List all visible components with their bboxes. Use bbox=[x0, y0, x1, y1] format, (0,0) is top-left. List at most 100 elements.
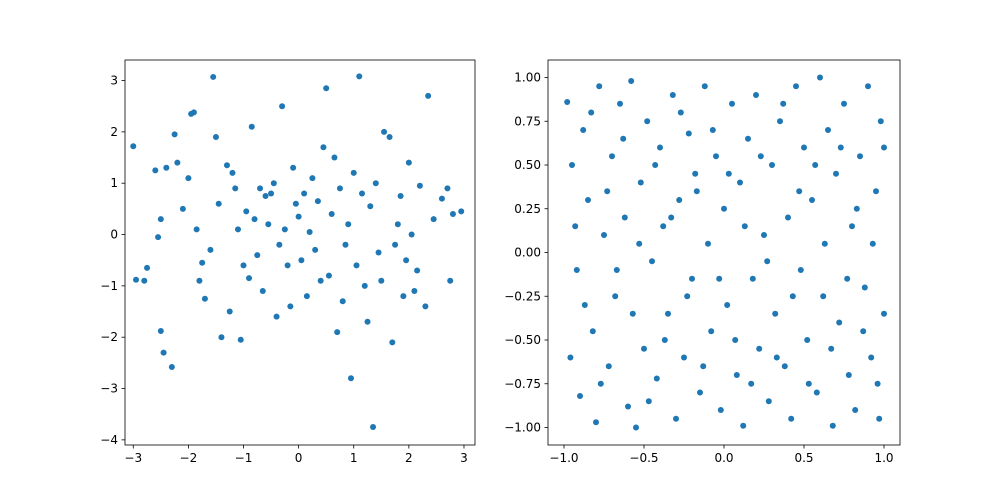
data-point bbox=[386, 134, 393, 140]
data-point bbox=[769, 162, 775, 168]
data-point bbox=[829, 422, 836, 429]
data-point bbox=[144, 264, 151, 271]
data-point bbox=[629, 310, 636, 317]
data-point bbox=[207, 246, 214, 253]
data-point bbox=[593, 419, 599, 426]
data-point bbox=[801, 144, 807, 151]
data-point bbox=[673, 415, 679, 422]
data-point bbox=[733, 372, 740, 378]
data-point bbox=[825, 127, 831, 133]
data-point bbox=[613, 267, 620, 273]
data-point bbox=[684, 293, 691, 300]
scatter-chart-normal: −3 −2 −1 0 1 2 3 −4 −3 −2 −1 0 1 2 3 bbox=[100, 59, 476, 465]
data-point bbox=[185, 175, 192, 182]
data-point bbox=[817, 74, 823, 81]
data-point bbox=[717, 407, 724, 413]
data-point bbox=[764, 258, 771, 265]
data-point bbox=[617, 100, 623, 107]
x-tick-label: 2 bbox=[405, 451, 413, 465]
data-point bbox=[820, 293, 827, 300]
data-point bbox=[697, 389, 703, 396]
data-point bbox=[685, 130, 692, 137]
data-point bbox=[372, 180, 379, 187]
data-point bbox=[596, 83, 603, 90]
data-point bbox=[765, 398, 772, 405]
data-point bbox=[661, 337, 668, 343]
data-point bbox=[190, 109, 197, 116]
data-point bbox=[876, 415, 883, 422]
data-point bbox=[713, 153, 719, 160]
data-point bbox=[860, 328, 867, 335]
data-point bbox=[677, 109, 684, 116]
data-point bbox=[633, 424, 639, 431]
data-point bbox=[240, 262, 247, 269]
data-point bbox=[251, 216, 258, 223]
data-point bbox=[708, 328, 715, 335]
scatter-chart-uniform: −1.0 −0.5 0.0 0.5 1.0 −1.00 −0.75 −0.50 −0.25 0.0… bbox=[504, 59, 901, 465]
data-point bbox=[581, 302, 588, 308]
data-point bbox=[270, 180, 277, 187]
data-point bbox=[841, 100, 847, 107]
data-point bbox=[370, 424, 377, 431]
y-tick-label: 0.75 bbox=[514, 114, 541, 128]
data-point bbox=[745, 135, 751, 142]
data-point bbox=[353, 262, 360, 269]
data-point bbox=[223, 162, 230, 169]
y-tick-label: −0.50 bbox=[504, 333, 541, 347]
data-points bbox=[564, 74, 887, 431]
data-point bbox=[290, 164, 297, 171]
data-point bbox=[411, 288, 418, 294]
data-point bbox=[709, 127, 716, 133]
y-tick-label: −1 bbox=[100, 279, 118, 293]
data-point bbox=[669, 92, 676, 98]
data-point bbox=[438, 195, 445, 202]
data-point bbox=[133, 276, 140, 283]
data-point bbox=[339, 298, 346, 305]
data-point bbox=[716, 275, 723, 282]
data-point bbox=[753, 92, 759, 98]
data-point bbox=[447, 277, 454, 284]
data-point bbox=[700, 363, 707, 370]
data-point bbox=[785, 214, 791, 221]
data-point bbox=[254, 252, 261, 259]
data-point bbox=[408, 231, 415, 238]
data-point bbox=[199, 259, 206, 266]
data-point bbox=[257, 185, 264, 192]
y-tick-label: −0.25 bbox=[504, 289, 541, 303]
data-point bbox=[729, 100, 735, 107]
data-point bbox=[317, 277, 324, 284]
data-point bbox=[849, 223, 855, 230]
data-point bbox=[215, 200, 222, 207]
data-point bbox=[881, 310, 887, 317]
data-point bbox=[232, 185, 239, 192]
data-point bbox=[601, 232, 607, 238]
data-point bbox=[657, 144, 663, 151]
data-point bbox=[416, 182, 423, 189]
data-point bbox=[805, 380, 812, 387]
data-point bbox=[174, 159, 181, 166]
data-point bbox=[868, 354, 875, 361]
data-point bbox=[573, 267, 580, 273]
data-point bbox=[323, 85, 330, 92]
data-point bbox=[284, 262, 291, 269]
data-point bbox=[356, 73, 363, 80]
data-point bbox=[653, 375, 660, 382]
y-tick-label: 0.25 bbox=[514, 202, 541, 216]
x-tick-label: −0.5 bbox=[629, 451, 658, 465]
data-point bbox=[621, 214, 628, 221]
data-point bbox=[689, 275, 695, 282]
data-point bbox=[394, 221, 401, 228]
data-point bbox=[777, 118, 783, 125]
data-point bbox=[312, 246, 319, 253]
data-point bbox=[345, 221, 352, 228]
data-point bbox=[564, 99, 571, 105]
data-point bbox=[392, 241, 399, 248]
x-tick-label: 1 bbox=[350, 451, 358, 465]
data-point bbox=[336, 185, 343, 192]
data-point bbox=[449, 211, 456, 217]
data-point bbox=[367, 203, 374, 210]
data-point bbox=[314, 198, 321, 205]
data-point bbox=[193, 226, 200, 233]
data-point bbox=[788, 415, 795, 422]
